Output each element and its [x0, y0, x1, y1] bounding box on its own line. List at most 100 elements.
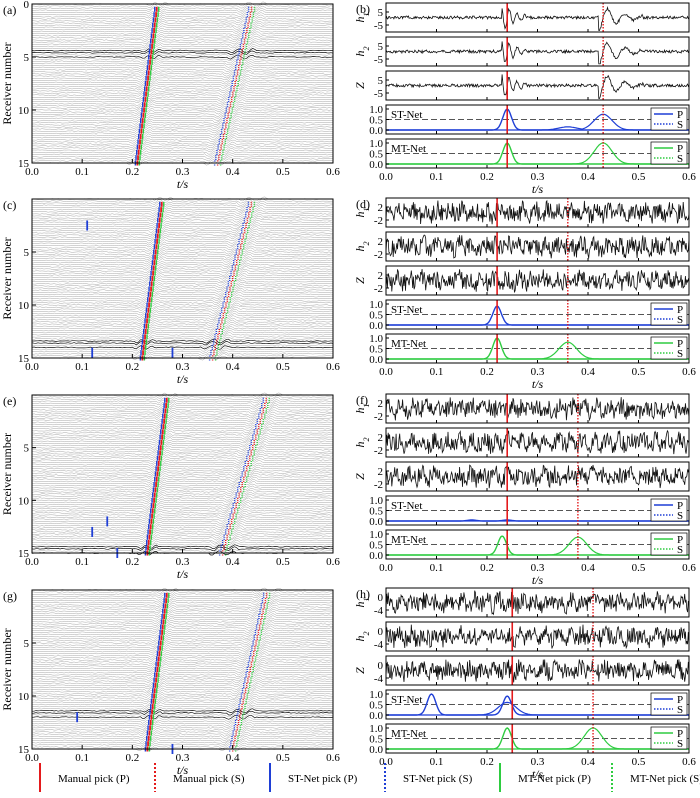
seismic-trace	[31, 326, 334, 331]
seismic-trace	[32, 338, 334, 344]
seismic-trace	[31, 340, 334, 346]
receiver-gather-panel: 0.0 0.1 0.2 0.3 0.4 0.5 0.6 5 10 15 t/s Receiver nu…	[0, 392, 340, 581]
x-tick-label: 0.2	[480, 366, 494, 378]
channel-label: h2	[353, 47, 371, 57]
seismic-trace	[31, 46, 334, 51]
waveform-trace	[385, 269, 690, 294]
seismic-trace	[31, 409, 334, 415]
seismic-trace	[31, 31, 333, 36]
seismic-trace	[31, 241, 334, 246]
seismic-trace	[32, 77, 334, 83]
seismic-trace	[31, 504, 334, 510]
seismic-trace	[31, 319, 334, 324]
seismic-trace	[32, 120, 334, 125]
y-tick-label: 5	[378, 41, 384, 53]
seismic-trace	[31, 226, 334, 231]
seismic-trace	[31, 14, 334, 19]
seismic-trace	[31, 434, 334, 440]
seismic-trace	[31, 717, 334, 722]
x-axis-label: t/s	[177, 567, 189, 581]
seismic-trace	[31, 441, 334, 446]
x-tick-label: 0.2	[125, 556, 139, 568]
x-tick-label: 0.4	[226, 361, 240, 373]
seismic-trace	[32, 668, 334, 673]
panel-label: (a)	[3, 3, 16, 17]
y-tick-label: 1.0	[369, 138, 383, 150]
seismic-trace	[31, 641, 334, 646]
seismic-trace	[31, 133, 334, 138]
waveform-trace	[385, 41, 690, 65]
seismic-trace	[31, 63, 334, 68]
seismic-trace	[31, 600, 334, 605]
seismic-trace	[31, 215, 334, 221]
seismic-trace	[31, 69, 334, 75]
seismic-trace	[31, 687, 334, 693]
seismic-trace	[31, 24, 334, 30]
x-tick-label: 0.6	[682, 171, 696, 183]
seismic-trace	[31, 27, 334, 32]
seismic-trace	[32, 647, 333, 652]
seismic-trace	[32, 521, 334, 526]
net-label: ST-Net	[391, 109, 422, 121]
x-tick-label: 0.5	[276, 752, 290, 764]
seismic-trace	[31, 296, 334, 301]
seismic-trace	[31, 202, 334, 208]
seismic-trace	[31, 35, 334, 41]
seismic-trace	[31, 611, 334, 616]
seismic-trace	[31, 249, 334, 255]
channel-label-subscript: 2	[362, 47, 371, 51]
seismic-trace	[31, 347, 334, 352]
channel-label: h2	[353, 242, 371, 252]
channel-label-subscript: 2	[362, 632, 371, 636]
x-tick-label: 0.0	[25, 166, 39, 178]
x-tick-label: 0.6	[682, 756, 696, 768]
seismic-trace	[31, 328, 334, 333]
seismic-trace	[31, 510, 334, 516]
seismic-trace	[31, 740, 334, 746]
seismic-trace	[31, 422, 334, 427]
seismic-trace	[31, 213, 334, 219]
waveform-trace	[385, 590, 690, 616]
seismic-trace	[31, 723, 334, 728]
seismic-trace	[31, 515, 333, 520]
seismic-trace	[31, 489, 334, 495]
seismic-trace	[32, 613, 334, 618]
mini-legend-s-label: S	[677, 544, 683, 556]
seismic-trace	[31, 281, 334, 287]
mini-legend-p-label: P	[677, 338, 683, 350]
seismic-trace	[31, 243, 334, 248]
seismic-trace	[31, 95, 334, 100]
y-tick-label: 5	[24, 247, 30, 259]
seismic-trace	[31, 445, 334, 451]
seismic-trace	[31, 632, 334, 637]
seismic-trace	[32, 683, 334, 688]
seismic-trace	[31, 235, 334, 240]
x-axis-label: t/s	[532, 767, 544, 781]
x-tick-label: 0.6	[682, 366, 696, 378]
x-tick-label: 0.3	[176, 556, 190, 568]
x-tick-label: 0.2	[125, 361, 139, 373]
y-tick-label: -2	[374, 215, 383, 227]
seismic-trace	[31, 485, 334, 490]
net-label: ST-Net	[391, 500, 422, 512]
y-tick-label: 1.0	[369, 529, 383, 541]
mini-legend-s-label: S	[677, 119, 683, 131]
seismic-trace	[31, 602, 334, 608]
seismic-trace	[32, 75, 334, 81]
y-tick-label: 1.0	[369, 104, 383, 116]
x-tick-label: 0.3	[531, 562, 545, 574]
seismic-trace	[31, 416, 334, 421]
seismic-trace	[31, 124, 334, 130]
y-tick-label: 0.0	[369, 744, 383, 756]
y-tick-label: 5	[378, 75, 384, 87]
seismic-trace	[31, 56, 334, 62]
mini-legend-s-label: S	[677, 738, 683, 750]
seismic-trace	[31, 275, 334, 280]
mt-net-s-probability	[386, 142, 689, 165]
seismic-trace	[31, 725, 333, 730]
seismic-trace	[31, 502, 333, 507]
y-tick-label: -2	[374, 445, 383, 457]
x-tick-label: 0.0	[25, 361, 39, 373]
